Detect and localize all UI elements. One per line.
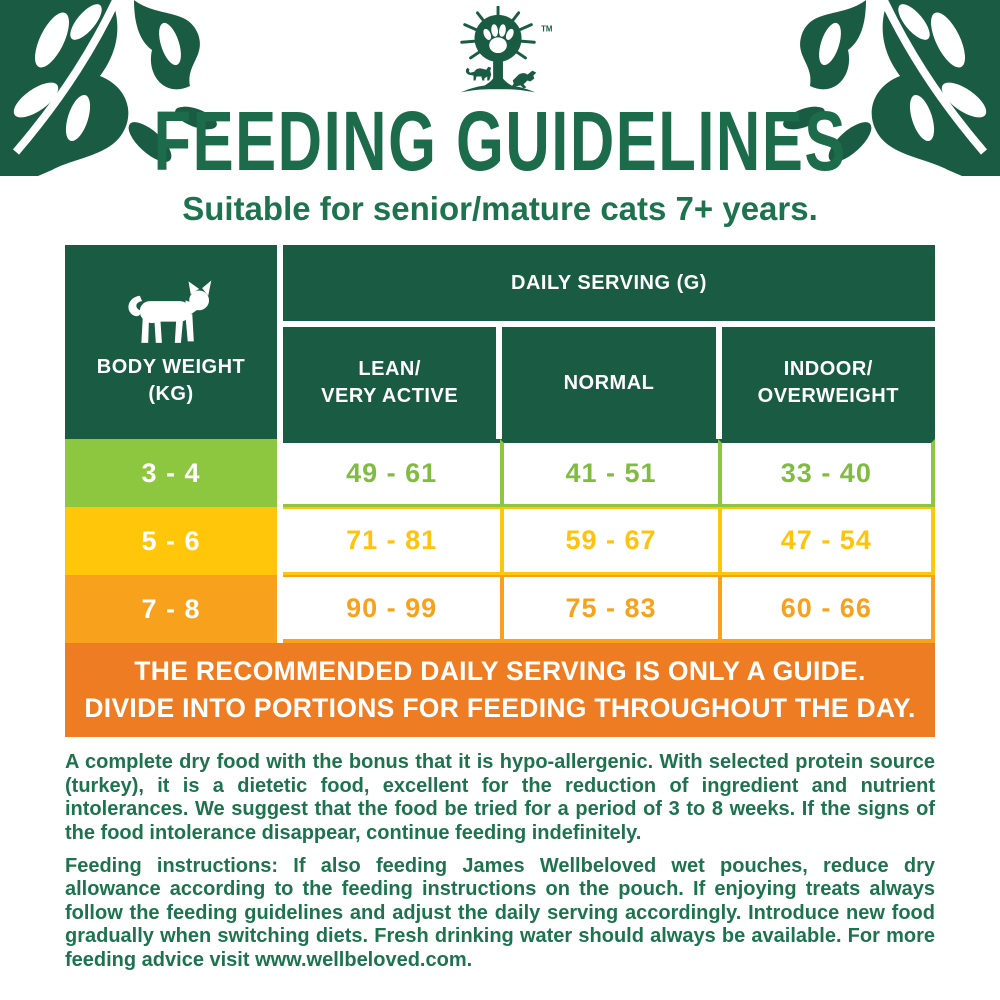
column-headers: LEAN/ VERY ACTIVE NORMAL INDOOR/ OVERWEI… [283,327,935,439]
serving-cell: 47 - 54 [717,507,935,575]
guide-banner-line-2: DIVIDE INTO PORTIONS FOR FEEDING THROUGH… [84,693,916,724]
weight-cell: 5 - 6 [65,507,277,575]
daily-serving-label: DAILY SERVING (G) [511,271,707,294]
table-row: 7 - 8 90 - 99 75 - 83 60 - 66 [65,575,935,643]
leaf-decoration-right [783,0,1000,176]
leaf-decoration-left [0,0,217,176]
tm-mark: TM [541,24,552,33]
column-header-normal: NORMAL [502,327,716,439]
cat-silhouette [465,66,492,81]
ground-arc [460,84,536,93]
footer-text: A complete dry food with the bonus that … [65,751,935,972]
table-row: 5 - 6 71 - 81 59 - 67 47 - 54 [65,507,935,575]
body-weight-label: BODY WEIGHT (KG) [96,356,246,405]
table-header: BODY WEIGHT (KG) DAILY SERVING (G) LEAN/… [65,245,935,439]
body-weight-header-cell: BODY WEIGHT (KG) [65,245,277,439]
page-subtitle: Suitable for senior/mature cats 7+ years… [182,190,818,227]
daily-serving-header-cell: DAILY SERVING (G) [283,245,935,321]
serving-cell: 49 - 61 [283,439,501,507]
column-header-indoor: INDOOR/ OVERWEIGHT [721,327,935,439]
tree-trunk [477,59,519,90]
weight-cell: 3 - 4 [65,439,277,507]
walking-cat-icon [128,280,212,343]
paw-print-icon [483,24,514,54]
description-paragraph: A complete dry food with the bonus that … [65,751,935,844]
page-title: FEEDING GUIDELINES [153,94,847,189]
table-row: 3 - 4 49 - 61 41 - 51 33 - 40 [65,439,935,507]
serving-cell: 90 - 99 [283,575,501,643]
column-header-lean: LEAN/ VERY ACTIVE [283,327,497,439]
brand-tree-paw-logo: TM [460,6,552,93]
serving-cell: 71 - 81 [283,507,501,575]
dog-silhouette [510,70,537,90]
feeding-table: BODY WEIGHT (KG) DAILY SERVING (G) LEAN/… [65,245,935,738]
serving-cell: 41 - 51 [500,439,718,507]
serving-cell: 59 - 67 [500,507,718,575]
serving-cell: 33 - 40 [717,439,935,507]
guide-banner-line-1: THE RECOMMENDED DAILY SERVING IS ONLY A … [134,656,866,686]
serving-cell: 60 - 66 [717,575,935,643]
guide-banner: THE RECOMMENDED DAILY SERVING IS ONLY A … [65,643,935,738]
feeding-instructions-paragraph: Feeding instructions: If also feeding Ja… [65,854,935,971]
serving-cell: 75 - 83 [500,575,718,643]
weight-cell: 7 - 8 [65,575,277,643]
